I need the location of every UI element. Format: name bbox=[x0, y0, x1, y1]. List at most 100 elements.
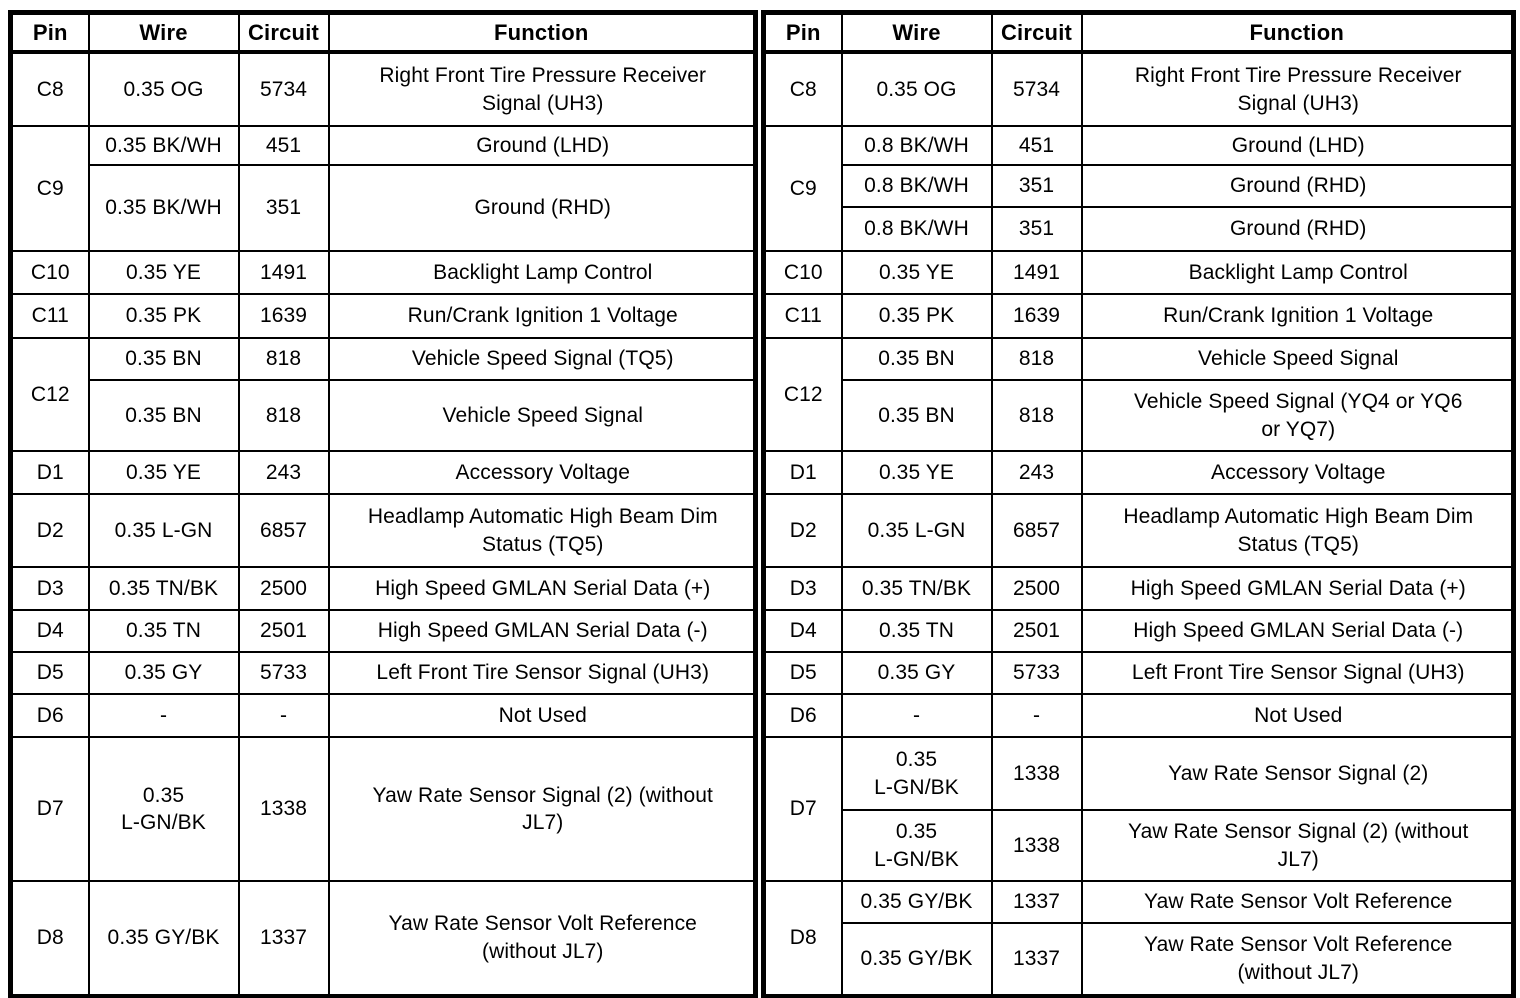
wire-cell: 0.35 L-GN/BK bbox=[840, 809, 993, 882]
table-row: C10 0.35 YE 1491 Backlight Lamp Control bbox=[762, 250, 1515, 295]
circuit-cell: 6857 bbox=[990, 493, 1083, 568]
wire-cell: 0.35 TN/BK bbox=[87, 566, 240, 611]
table-row: C10 0.35 YE 1491 Backlight Lamp Control bbox=[9, 250, 757, 295]
function-cell: Backlight Lamp Control bbox=[327, 250, 757, 295]
function-cell: Headlamp Automatic High Beam Dim Status … bbox=[327, 493, 757, 568]
table-row: 0.35 BN 818 Vehicle Speed Signal (YQ4 or Y… bbox=[764, 379, 1515, 452]
function-cell: Yaw Rate Sensor Volt Reference (without … bbox=[327, 880, 757, 997]
table-body: C8 0.35 OG 5734 Right Front Tire Pressure R… bbox=[9, 51, 757, 997]
circuit-cell: - bbox=[237, 693, 330, 738]
wire-cell: 0.35 YE bbox=[87, 250, 240, 295]
column-header-circuit: Circuit bbox=[990, 11, 1083, 54]
wire-cell: 0.35 TN/BK bbox=[840, 566, 993, 611]
table-row: D3 0.35 TN/BK 2500 High Speed GMLAN Serial … bbox=[9, 566, 757, 611]
circuit-cell: 1491 bbox=[990, 250, 1083, 295]
function-cell: Ground (LHD) bbox=[1080, 125, 1515, 166]
circuit-cell: 5734 bbox=[237, 51, 330, 127]
table-row: C12 0.35 BN 818 Vehicle Speed Signal (TQ5) bbox=[9, 337, 757, 452]
wire-cell: 0.35 TN bbox=[840, 609, 993, 653]
circuit-cell: 1338 bbox=[237, 736, 330, 882]
circuit-cell: - bbox=[990, 693, 1083, 738]
table-row: 0.8 BK/WH 351 Ground (RHD) bbox=[764, 164, 1515, 208]
circuit-cell: 451 bbox=[990, 125, 1083, 166]
function-cell: Run/Crank Ignition 1 Voltage bbox=[327, 293, 757, 339]
circuit-cell: 1338 bbox=[990, 736, 1083, 811]
table-row: D1 0.35 YE 243 Accessory Voltage bbox=[762, 450, 1515, 495]
table-row: D7 0.35 L-GN/BK 1338 Yaw Rate Sensor Signal… bbox=[9, 736, 757, 882]
function-cell: Yaw Rate Sensor Signal (2) (without JL7) bbox=[327, 736, 757, 882]
function-cell: Yaw Rate Sensor Signal (2) bbox=[1080, 736, 1515, 811]
function-cell: Run/Crank Ignition 1 Voltage bbox=[1080, 293, 1515, 339]
function-cell: Accessory Voltage bbox=[327, 450, 757, 495]
table-row: 0.8 BK/WH 351 Ground (RHD) bbox=[764, 206, 1515, 252]
function-cell: Vehicle Speed Signal (TQ5) bbox=[327, 337, 757, 381]
function-cell: Vehicle Speed Signal bbox=[327, 379, 757, 452]
wire-cell: 0.8 BK/WH bbox=[840, 125, 993, 166]
function-cell: Vehicle Speed Signal bbox=[1080, 337, 1515, 381]
table-row: D5 0.35 GY 5733 Left Front Tire Sensor Sign… bbox=[9, 651, 757, 695]
function-cell: Yaw Rate Sensor Volt Reference (without … bbox=[1080, 922, 1515, 997]
wire-cell: 0.35 GY/BK bbox=[87, 880, 240, 997]
circuit-cell: 1491 bbox=[237, 250, 330, 295]
circuit-cell: 2500 bbox=[237, 566, 330, 611]
pin-cell: D5 bbox=[762, 651, 843, 695]
pin-cell: C12 bbox=[762, 337, 843, 452]
wire-cell: 0.35 TN bbox=[87, 609, 240, 653]
pin-cell: D4 bbox=[762, 609, 843, 653]
circuit-cell: 2501 bbox=[237, 609, 330, 653]
wire-cell: 0.35 YE bbox=[87, 450, 240, 495]
circuit-cell: 351 bbox=[237, 164, 330, 252]
function-cell: Ground (RHD) bbox=[1080, 164, 1515, 208]
table-row: C8 0.35 OG 5734 Right Front Tire Pressure R… bbox=[9, 51, 757, 127]
circuit-cell: 818 bbox=[237, 379, 330, 452]
table-row: D2 0.35 L-GN 6857 Headlamp Automatic High B… bbox=[9, 493, 757, 568]
wire-cell: 0.35 OG bbox=[840, 51, 993, 127]
pin-cell: C8 bbox=[9, 51, 90, 127]
table-row: 0.35 L-GN/BK 1338 Yaw Rate Sensor Signal (… bbox=[764, 809, 1515, 882]
wire-cell: - bbox=[840, 693, 993, 738]
wire-cell: - bbox=[87, 693, 240, 738]
table-row: 0.35 BK/WH 351 Ground (RHD) bbox=[11, 164, 757, 252]
pin-cell: D1 bbox=[762, 450, 843, 495]
function-cell: Left Front Tire Sensor Signal (UH3) bbox=[327, 651, 757, 695]
pin-cell: C8 bbox=[762, 51, 843, 127]
function-cell: Ground (LHD) bbox=[327, 125, 757, 166]
table-row: D1 0.35 YE 243 Accessory Voltage bbox=[9, 450, 757, 495]
pin-cell: C9 bbox=[9, 125, 90, 252]
table-row: 0.35 BN 818 Vehicle Speed Signal bbox=[11, 379, 757, 452]
wire-cell: 0.35 PK bbox=[840, 293, 993, 339]
table-row: C12 0.35 BN 818 Vehicle Speed Signal bbox=[762, 337, 1515, 452]
table-row: 0.35 GY/BK 1337 Yaw Rate Sensor Volt Refer… bbox=[764, 922, 1515, 997]
table-header-row: Pin Wire Circuit Function bbox=[762, 11, 1515, 54]
circuit-cell: 351 bbox=[990, 164, 1083, 208]
pin-cell: D5 bbox=[9, 651, 90, 695]
connector-pinout-table-right: Pin Wire Circuit Function C8 0.35 OG 5734 Righ… bbox=[761, 10, 1516, 998]
wire-cell: 0.35 BN bbox=[840, 337, 993, 381]
circuit-cell: 1337 bbox=[990, 880, 1083, 924]
circuit-cell: 5734 bbox=[990, 51, 1083, 127]
circuit-cell: 351 bbox=[990, 206, 1083, 252]
table-row: C11 0.35 PK 1639 Run/Crank Ignition 1 Volta… bbox=[9, 293, 757, 339]
pin-cell: D6 bbox=[762, 693, 843, 738]
function-cell: Right Front Tire Pressure Receiver Signa… bbox=[1080, 51, 1515, 127]
pin-cell: D8 bbox=[9, 880, 90, 997]
wire-cell: 0.35 GY bbox=[840, 651, 993, 695]
table-row: D7 0.35 L-GN/BK 1338 Yaw Rate Sensor Signal… bbox=[762, 736, 1515, 882]
function-cell: Ground (RHD) bbox=[1080, 206, 1515, 252]
column-header-wire: Wire bbox=[87, 11, 240, 54]
circuit-cell: 451 bbox=[237, 125, 330, 166]
function-cell: Ground (RHD) bbox=[327, 164, 757, 252]
function-cell: Vehicle Speed Signal (YQ4 or YQ6 or YQ7) bbox=[1080, 379, 1515, 452]
table-row: C8 0.35 OG 5734 Right Front Tire Pressure R… bbox=[762, 51, 1515, 127]
wire-cell: 0.35 YE bbox=[840, 450, 993, 495]
wire-cell: 0.35 BK/WH bbox=[87, 125, 240, 166]
column-header-function: Function bbox=[1080, 11, 1515, 54]
circuit-cell: 2500 bbox=[990, 566, 1083, 611]
circuit-cell: 243 bbox=[237, 450, 330, 495]
circuit-cell: 2501 bbox=[990, 609, 1083, 653]
table-row: D2 0.35 L-GN 6857 Headlamp Automatic High B… bbox=[762, 493, 1515, 568]
wire-cell: 0.35 L-GN bbox=[840, 493, 993, 568]
function-cell: High Speed GMLAN Serial Data (-) bbox=[1080, 609, 1515, 653]
wire-cell: 0.35 GY/BK bbox=[840, 922, 993, 997]
